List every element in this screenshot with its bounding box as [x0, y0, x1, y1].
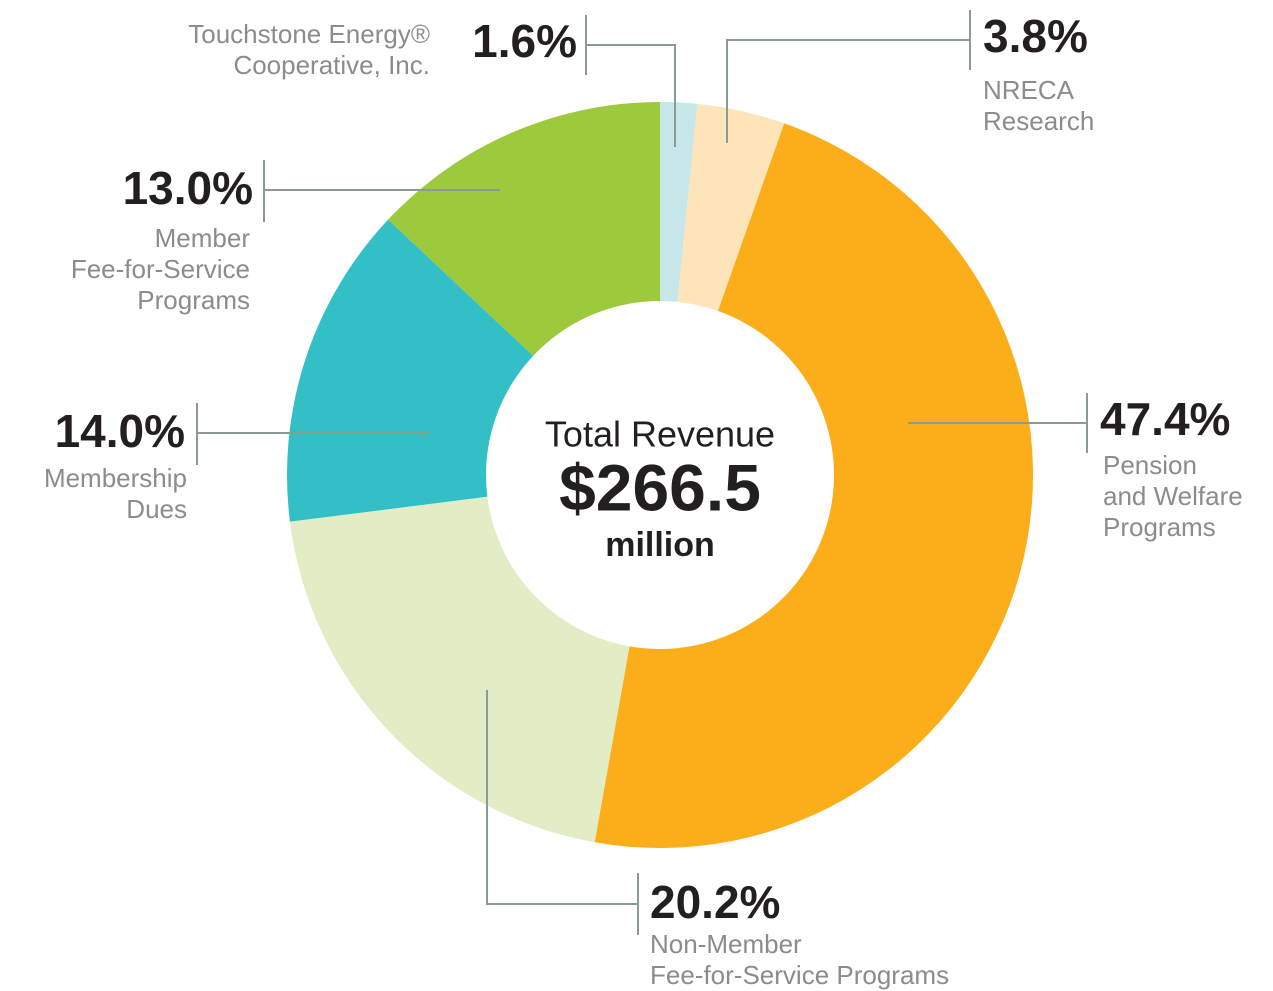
donut-segment: [594, 123, 1033, 848]
center-text: $266.5: [559, 450, 761, 524]
category-label: Fee-for-Service: [71, 254, 250, 284]
value-label: 13.0%: [123, 162, 253, 214]
category-label: Member: [155, 223, 251, 253]
category-label: and Welfare: [1103, 481, 1243, 511]
leader-lines: [196, 10, 1088, 935]
donut-segment: [660, 102, 698, 302]
category-label: Research: [983, 106, 1094, 136]
category-label: Non-Member: [650, 929, 802, 959]
leader-line: [263, 160, 500, 222]
leader-line: [585, 15, 676, 147]
category-label: Cooperative, Inc.: [233, 50, 430, 80]
leader-line: [908, 393, 1088, 453]
category-label: Dues: [126, 494, 187, 524]
value-label: 20.2%: [650, 876, 780, 928]
value-label: 3.8%: [983, 10, 1088, 62]
leader-line: [196, 403, 430, 465]
category-label: Membership: [44, 463, 187, 493]
value-label: 47.4%: [1100, 393, 1230, 445]
category-label: Programs: [137, 285, 250, 315]
donut-segment: [677, 103, 785, 311]
category-label: Pension: [1103, 450, 1197, 480]
center-text: million: [605, 526, 715, 564]
value-label: 14.0%: [55, 405, 185, 457]
donut-segment: [287, 219, 534, 522]
donut-segment: [289, 496, 630, 843]
category-label: Touchstone Energy®: [188, 19, 430, 49]
category-label: Programs: [1103, 512, 1216, 542]
value-label: 1.6%: [472, 15, 577, 67]
category-label: Fee-for-Service Programs: [650, 960, 949, 990]
leader-line: [726, 10, 971, 143]
donut-segment: [388, 102, 660, 356]
leader-line: [486, 690, 639, 935]
category-label: NRECA: [983, 75, 1075, 105]
center-text: Total Revenue: [545, 414, 775, 455]
